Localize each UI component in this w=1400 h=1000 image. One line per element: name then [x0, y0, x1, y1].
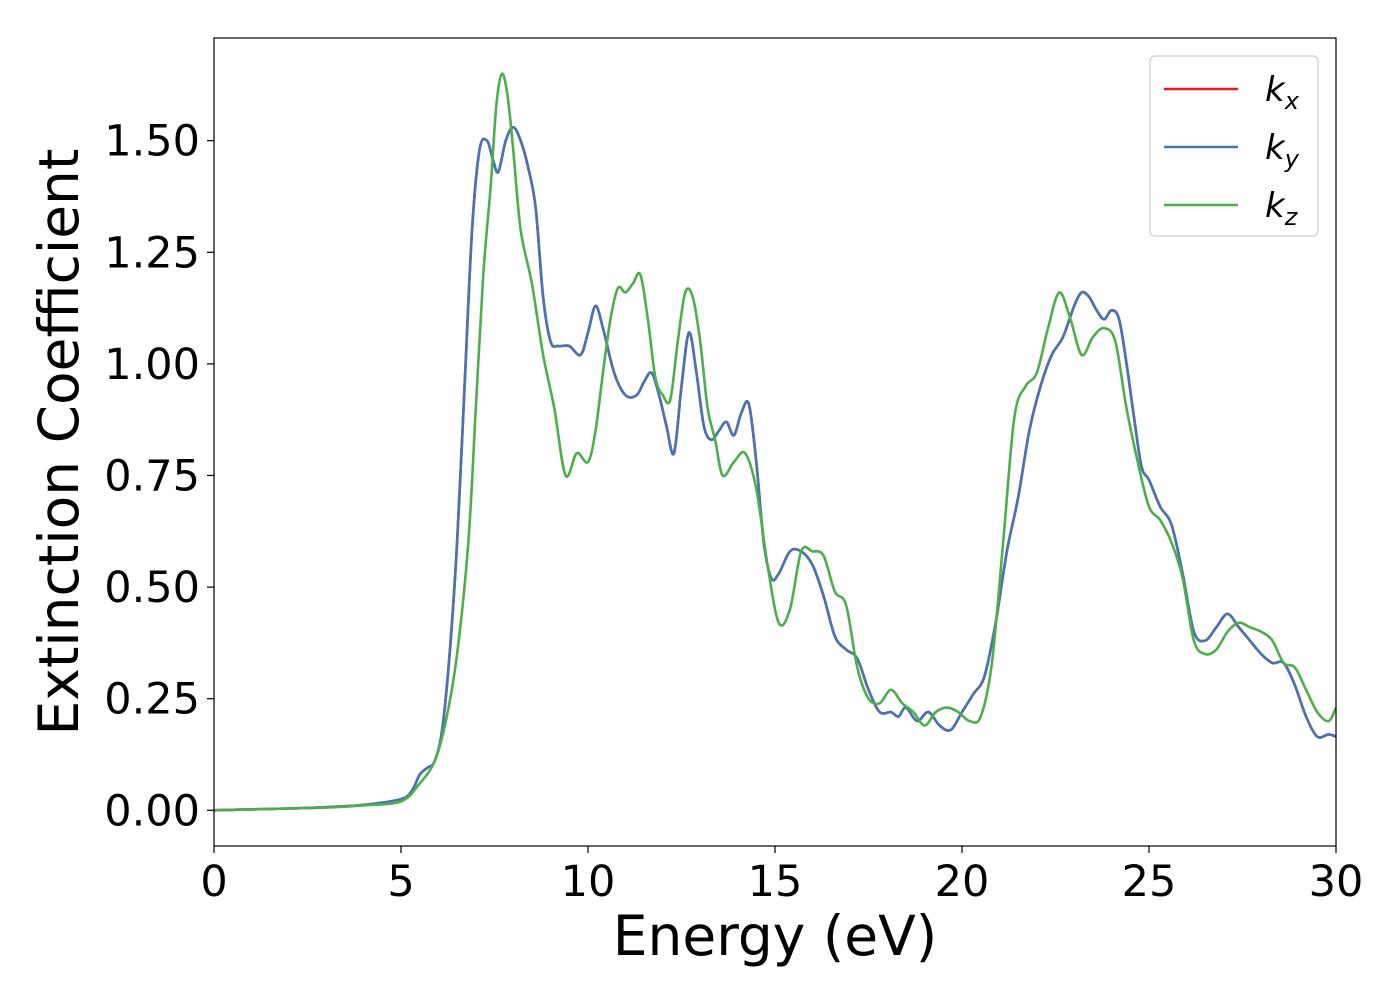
- x-tick-label: 25: [1122, 857, 1177, 907]
- x-tick-label: 20: [935, 857, 990, 907]
- y-tick-label: 1.50: [104, 117, 200, 167]
- x-tick-label: 0: [200, 857, 227, 907]
- x-axis-ticks: 0 5 10 15 20 25 30: [200, 846, 1363, 907]
- series-line-kz: [214, 72, 1336, 812]
- y-tick-label: 1.25: [104, 228, 200, 278]
- x-tick-label: 5: [387, 857, 414, 907]
- series-line-ky: [214, 125, 1336, 812]
- y-tick-label: 0.00: [104, 786, 200, 836]
- y-tick-label: 0.50: [104, 563, 200, 613]
- x-tick-label: 10: [561, 857, 616, 907]
- plot-frame: [213, 37, 1337, 847]
- y-axis-title: Extinction Coefficient: [27, 149, 91, 736]
- y-tick-label: 0.25: [104, 675, 200, 725]
- legend: kx ky kz: [1149, 55, 1319, 237]
- x-axis-title: Energy (eV): [613, 904, 937, 968]
- x-tick-label: 30: [1309, 857, 1364, 907]
- legend-label-ky: ky: [1265, 128, 1300, 173]
- y-tick-label: 1.00: [104, 340, 200, 390]
- legend-label-kx: kx: [1265, 70, 1300, 115]
- y-tick-label: 0.75: [104, 451, 200, 501]
- series-lines: [214, 72, 1336, 812]
- y-axis-ticks: 0.00 0.25 0.50 0.75 1.00 1.25 1.50: [104, 117, 214, 836]
- x-tick-label: 15: [748, 857, 803, 907]
- legend-label-kz: kz: [1265, 186, 1299, 231]
